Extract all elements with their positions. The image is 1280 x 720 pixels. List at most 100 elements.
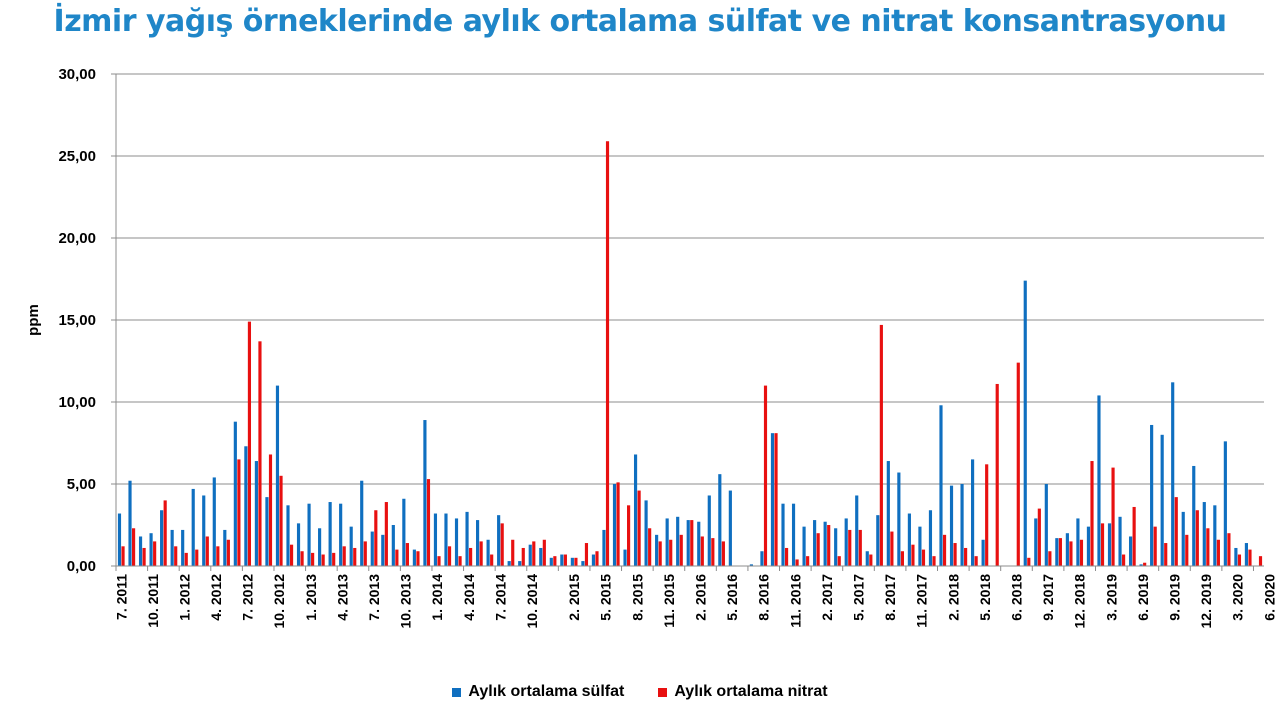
x-tick-label: 9. 2019 xyxy=(1167,574,1183,621)
x-tick-label: 12. 2019 xyxy=(1198,574,1214,629)
bar-sulfate xyxy=(1160,434,1164,566)
bar-nitrate xyxy=(174,546,178,566)
bar-sulfate xyxy=(949,485,954,566)
y-tick-label: 20,00 xyxy=(58,230,96,247)
bar-sulfate xyxy=(402,498,406,566)
bar-nitrate xyxy=(300,551,304,566)
x-tick-label: 1. 2013 xyxy=(303,574,319,621)
bar-sulfate xyxy=(549,557,553,566)
y-tick-label: 30,00 xyxy=(58,66,96,83)
bar-nitrate xyxy=(1164,543,1168,566)
bar-sulfate xyxy=(1076,518,1080,566)
y-tick-label: 0,00 xyxy=(67,558,96,575)
bar-sulfate xyxy=(244,446,248,566)
bar-nitrate xyxy=(195,549,199,566)
y-axis-label: ppm xyxy=(25,304,42,336)
y-tick-label: 15,00 xyxy=(58,312,96,329)
bar-nitrate xyxy=(1090,461,1094,566)
bar-nitrate xyxy=(1037,508,1041,566)
bar-nitrate xyxy=(447,546,452,566)
bar-nitrate xyxy=(890,531,894,566)
x-tick-label: 10. 2012 xyxy=(271,574,287,629)
bar-sulfate xyxy=(655,534,659,566)
bar-sulfate xyxy=(1086,526,1091,566)
bar-sulfate xyxy=(360,480,364,566)
bar-nitrate xyxy=(542,539,546,566)
bar-nitrate xyxy=(848,529,852,566)
bar-sulfate xyxy=(1139,564,1143,566)
bar-nitrate xyxy=(627,505,631,566)
legend-swatch-sulfate xyxy=(452,687,462,697)
x-tick-label: 4. 2012 xyxy=(208,574,224,621)
x-tick-label: 4. 2013 xyxy=(334,574,350,621)
bar-sulfate xyxy=(886,461,890,566)
bar-sulfate xyxy=(370,531,374,566)
bar-nitrate xyxy=(1132,506,1136,566)
x-tick-label: 3. 2020 xyxy=(1230,574,1246,621)
bar-nitrate xyxy=(1027,557,1031,566)
bar-sulfate xyxy=(433,513,438,566)
bar-nitrate xyxy=(1206,528,1210,566)
bar-nitrate xyxy=(669,539,673,566)
bar-nitrate xyxy=(321,554,325,566)
bar-sulfate xyxy=(928,510,933,566)
bar-sulfate xyxy=(570,557,574,566)
x-tick-label: 3. 2019 xyxy=(1103,574,1119,621)
bar-nitrate xyxy=(1122,554,1126,566)
bar-sulfate xyxy=(265,497,269,566)
x-tick-label: 2. 2015 xyxy=(566,574,582,621)
bar-sulfate xyxy=(1107,523,1112,566)
bar-nitrate xyxy=(469,547,473,566)
bar-nitrate xyxy=(858,529,862,566)
bar-sulfate xyxy=(907,513,911,566)
gridlines xyxy=(116,73,1264,485)
bar-nitrate xyxy=(942,534,947,566)
bar-nitrate xyxy=(911,544,915,566)
bar-nitrate xyxy=(426,479,431,566)
bar-sulfate xyxy=(781,503,785,566)
axes: 0,00 5,00 10,00 15,00 20,00 25,00 30,00 7. 2011… xyxy=(58,66,1277,629)
x-tick-label: 11. 2017 xyxy=(914,574,930,628)
bar-sulfate xyxy=(223,529,227,566)
bar-nitrate xyxy=(1258,556,1263,566)
bar-sulfate xyxy=(1097,395,1101,566)
bar-nitrate xyxy=(795,559,799,566)
bar-sulfate xyxy=(1171,382,1175,566)
bar-sulfate xyxy=(444,513,448,566)
bar-sulfate xyxy=(1065,533,1069,566)
bar-nitrate xyxy=(1237,554,1242,566)
bar-sulfate xyxy=(813,520,817,566)
bar-nitrate xyxy=(279,475,283,566)
bar-sulfate xyxy=(128,480,132,566)
bar-sulfate xyxy=(149,533,153,566)
bar-nitrate xyxy=(384,502,388,566)
bar-nitrate xyxy=(521,547,525,566)
x-tick-label: 8. 2017 xyxy=(882,574,898,621)
bar-sulfate xyxy=(1055,538,1059,566)
bar-sulfate xyxy=(918,526,922,566)
legend-label-sulfate: Aylık ortalama sülfat xyxy=(468,683,625,700)
bar-nitrate xyxy=(153,541,157,566)
bar-sulfate xyxy=(328,502,332,566)
bar-sulfate xyxy=(1223,441,1227,566)
bar-sulfate xyxy=(897,472,901,566)
x-tick-label: 2. 2017 xyxy=(819,574,835,621)
bar-nitrate xyxy=(532,541,536,566)
bar-sulfate xyxy=(981,539,985,566)
bar-sulfate xyxy=(939,405,943,566)
legend-swatch-nitrate xyxy=(658,687,668,697)
bar-nitrate xyxy=(247,321,252,566)
bar-sulfate xyxy=(1044,484,1048,566)
bar-sulfate xyxy=(138,536,143,566)
bar-nitrate xyxy=(479,541,483,566)
bar-sulfate xyxy=(960,484,964,566)
x-tick-label: 4. 2014 xyxy=(461,574,477,621)
bar-sulfate xyxy=(665,518,669,566)
x-tick-label: 7. 2014 xyxy=(492,574,508,621)
bar-sulfate xyxy=(633,454,638,566)
bar-sulfate xyxy=(318,528,322,566)
bar-nitrate xyxy=(500,523,504,566)
bar-sulfate xyxy=(612,484,617,566)
bar-sulfate xyxy=(760,551,764,566)
bar-nitrate xyxy=(1069,541,1073,566)
